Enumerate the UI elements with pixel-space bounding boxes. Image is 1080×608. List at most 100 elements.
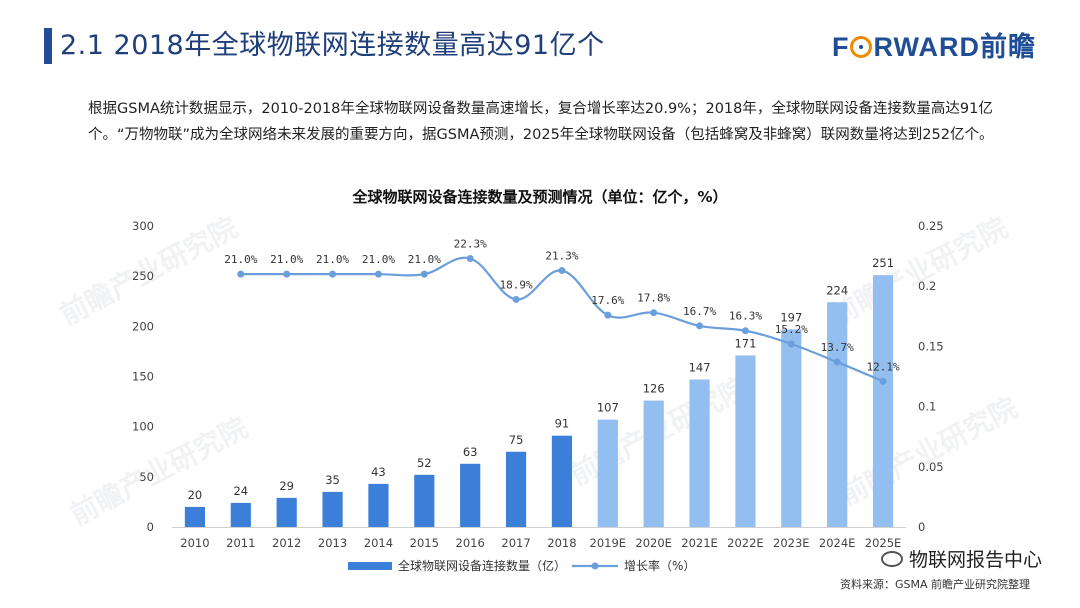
legend-bar-label: 全球物联网设备连接数量（亿） [398, 558, 566, 573]
bar-data-label: 75 [509, 433, 524, 447]
bar-data-label: 224 [826, 283, 848, 297]
wechat-account: 物联网报告中心 [880, 545, 1042, 572]
growth-rate-label: 21.0% [316, 253, 349, 266]
wechat-icon [880, 551, 903, 567]
bar [689, 379, 710, 527]
bar-data-label: 251 [872, 256, 894, 270]
growth-rate-label: 16.3% [729, 310, 762, 323]
bar [322, 491, 343, 527]
page-title: 2.1 2018年全球物联网连接数量高达91亿个 [60, 30, 605, 61]
growth-rate-point [696, 322, 704, 330]
x-axis-tick-label: 2017 [501, 536, 530, 550]
growth-rate-label: 13.7% [821, 341, 854, 354]
growth-rate-label: 21.0% [224, 253, 257, 266]
right-axis-tick-label: 0.25 [918, 219, 944, 233]
growth-rate-point [237, 270, 245, 278]
source-note: 资料来源：GSMA 前瞻产业研究院整理 [839, 578, 1030, 591]
bar [505, 451, 527, 527]
growth-rate-label: 17.6% [591, 294, 624, 307]
right-axis-tick-label: 0.2 [918, 279, 936, 293]
x-axis-tick-label: 2010 [180, 536, 209, 550]
left-axis-tick-label: 100 [132, 420, 154, 434]
growth-rate-label: 15.2% [775, 323, 808, 336]
growth-rate-point [283, 270, 291, 278]
left-axis-tick-label: 0 [147, 520, 154, 534]
growth-rate-point [879, 377, 887, 385]
growth-rate-point [512, 295, 520, 303]
bar [643, 400, 664, 527]
x-axis-tick-label: 2025E [865, 536, 902, 550]
logo-text-f: F [831, 32, 850, 62]
growth-rate-point [374, 270, 382, 278]
logo-text-rest: RWARD前瞻 [873, 32, 1036, 62]
left-axis-tick-label: 150 [132, 370, 154, 384]
growth-rate-point [650, 309, 658, 317]
chart-title: 全球物联网设备连接数量及预测情况（单位：亿个，%） [352, 188, 728, 206]
bar [827, 302, 848, 527]
x-axis-tick-label: 2018 [547, 536, 576, 550]
bar [872, 275, 894, 527]
x-axis-tick-label: 2011 [226, 536, 255, 550]
bar-data-label: 20 [188, 488, 203, 502]
legend-line-marker [591, 562, 599, 570]
x-axis-tick-label: 2012 [272, 536, 301, 550]
right-axis-tick-label: 0.05 [918, 460, 944, 474]
forward-logo: F RWARD前瞻 [832, 32, 1036, 62]
bar [230, 502, 251, 527]
growth-rate-label: 16.7% [683, 305, 716, 318]
growth-rate-label: 18.9% [500, 278, 533, 291]
growth-rate-point [420, 270, 428, 278]
growth-rate-point [741, 327, 749, 335]
bar-data-label: 35 [325, 473, 340, 487]
bar [551, 435, 573, 527]
growth-rate-label: 17.8% [637, 292, 670, 305]
bar-data-label: 24 [233, 484, 248, 498]
x-axis-tick-label: 2022E [727, 536, 764, 550]
growth-rate-point [466, 255, 474, 263]
title-accent-bar [44, 28, 52, 64]
x-axis-tick-label: 2020E [635, 536, 672, 550]
logo-o-icon [850, 36, 873, 58]
bar [735, 355, 756, 527]
growth-rate-point [787, 340, 795, 348]
growth-rate-label: 21.3% [545, 250, 578, 263]
wechat-account-name: 物联网报告中心 [908, 549, 1042, 571]
bar [368, 483, 389, 527]
left-axis-tick-label: 300 [132, 219, 154, 233]
bar [414, 474, 435, 527]
legend-line-label: 增长率（%） [624, 558, 695, 573]
bar-data-label: 91 [555, 417, 570, 431]
growth-rate-label: 22.3% [454, 238, 487, 251]
x-axis-tick-label: 2013 [318, 536, 347, 550]
right-axis-tick-label: 0 [918, 520, 925, 534]
bar-data-label: 52 [417, 456, 432, 470]
x-axis-tick-label: 2015 [410, 536, 439, 550]
right-axis-tick-label: 0.15 [918, 339, 944, 353]
x-axis-tick-label: 2021E [681, 536, 718, 550]
growth-rate-label: 21.0% [270, 253, 303, 266]
growth-rate-label: 21.0% [362, 253, 395, 266]
bar-data-label: 29 [279, 479, 294, 493]
bar [781, 329, 802, 527]
x-axis-tick-label: 2024E [819, 536, 856, 550]
left-axis-tick-label: 50 [139, 470, 154, 484]
bar-data-label: 171 [734, 336, 756, 350]
bar [184, 506, 206, 527]
legend-bar-swatch [348, 562, 392, 570]
intro-paragraph: 根据GSMA统计数据显示，2010-2018年全球物联网设备数量高速增长，复合增… [88, 101, 994, 143]
growth-rate-label: 21.0% [408, 253, 441, 266]
bar [460, 463, 481, 527]
bar-data-label: 107 [597, 401, 619, 415]
x-axis-tick-label: 2019E [590, 536, 627, 550]
bar-data-label: 147 [689, 361, 711, 375]
left-axis-tick-label: 250 [132, 269, 154, 283]
growth-rate-label: 12.1% [867, 360, 900, 373]
growth-rate-point [833, 358, 841, 366]
x-axis-tick-label: 2023E [773, 536, 810, 550]
growth-rate-point [558, 267, 566, 275]
bar-data-label: 43 [371, 465, 386, 479]
growth-rate-point [329, 270, 337, 278]
bar [276, 497, 297, 527]
x-axis-tick-label: 2016 [456, 536, 485, 550]
